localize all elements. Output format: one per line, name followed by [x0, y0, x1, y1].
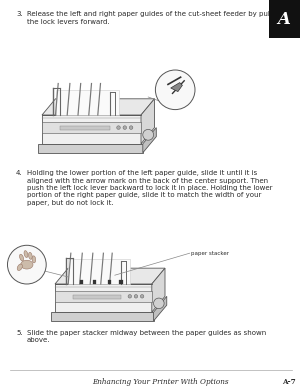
- Bar: [42, 122, 141, 133]
- Ellipse shape: [28, 252, 32, 259]
- Circle shape: [140, 294, 144, 298]
- Circle shape: [129, 126, 133, 130]
- Bar: [269, 0, 300, 38]
- Polygon shape: [55, 268, 165, 284]
- Polygon shape: [38, 144, 143, 153]
- Polygon shape: [152, 268, 165, 312]
- Circle shape: [155, 70, 195, 109]
- Polygon shape: [51, 312, 154, 321]
- Polygon shape: [42, 115, 141, 144]
- Circle shape: [134, 294, 138, 298]
- Polygon shape: [171, 83, 182, 92]
- Bar: [80, 281, 83, 284]
- Circle shape: [154, 298, 164, 308]
- Polygon shape: [55, 284, 152, 312]
- Circle shape: [143, 130, 154, 140]
- Ellipse shape: [17, 264, 22, 270]
- Bar: [60, 126, 110, 130]
- Circle shape: [123, 126, 127, 130]
- Text: 3.: 3.: [16, 11, 23, 17]
- Bar: [93, 281, 96, 284]
- Ellipse shape: [32, 256, 36, 263]
- Polygon shape: [141, 99, 154, 144]
- Text: Enhancing Your Printer With Options: Enhancing Your Printer With Options: [92, 378, 228, 386]
- Polygon shape: [143, 128, 156, 153]
- Text: 5.: 5.: [16, 330, 22, 336]
- Circle shape: [8, 245, 46, 284]
- Bar: [108, 281, 111, 284]
- Circle shape: [128, 294, 132, 298]
- Text: Slide the paper stacker midway between the paper guides as shown
above.: Slide the paper stacker midway between t…: [27, 330, 266, 343]
- Text: paper stacker: paper stacker: [191, 251, 230, 256]
- Ellipse shape: [24, 251, 28, 258]
- Polygon shape: [154, 296, 167, 321]
- Text: Holding the lower portion of the left paper guide, slide it until it is
aligned : Holding the lower portion of the left pa…: [27, 170, 272, 206]
- Ellipse shape: [20, 254, 24, 261]
- Bar: [55, 291, 152, 301]
- Text: A-7: A-7: [282, 378, 296, 386]
- Text: 4.: 4.: [16, 170, 22, 176]
- Bar: [73, 294, 121, 299]
- Text: Release the left and right paper guides of the cut-sheet feeder by pulling
the l: Release the left and right paper guides …: [27, 11, 283, 24]
- Polygon shape: [56, 90, 118, 115]
- Polygon shape: [68, 259, 130, 284]
- Polygon shape: [42, 99, 154, 115]
- Ellipse shape: [21, 260, 33, 269]
- Circle shape: [117, 126, 120, 130]
- Text: A: A: [278, 12, 290, 28]
- Bar: [119, 281, 123, 284]
